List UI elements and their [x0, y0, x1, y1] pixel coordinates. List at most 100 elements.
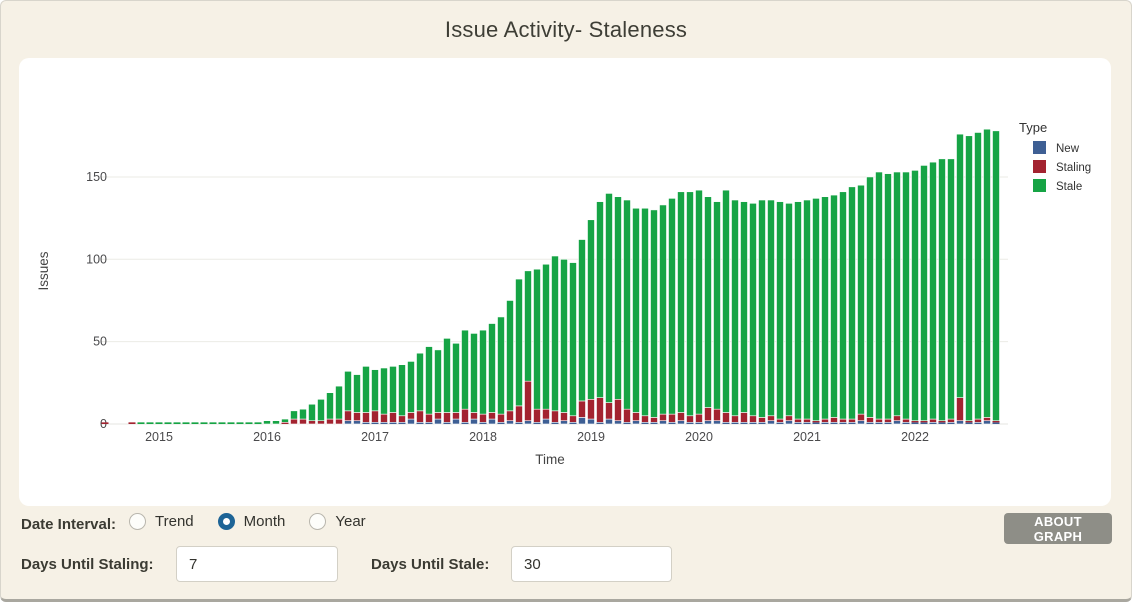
- bar-segment-staling: [686, 415, 694, 423]
- bar-segment-new: [569, 422, 577, 424]
- bar-segment-new: [650, 422, 658, 424]
- bar-segment-staling: [380, 413, 388, 423]
- legend-label: New: [1056, 143, 1080, 155]
- bar-segment-stale: [263, 420, 271, 425]
- bar-segment-staling: [839, 418, 847, 423]
- bar-segment-stale: [605, 193, 613, 403]
- bar-segment-new: [677, 420, 685, 425]
- bar-segment-stale: [632, 207, 640, 413]
- bar-segment-staling: [704, 407, 712, 422]
- radio-trend-circle[interactable]: [129, 513, 146, 530]
- bar-segment-new: [407, 418, 415, 425]
- bar-segment-staling: [488, 412, 496, 420]
- x-tick-label: 2017: [361, 430, 389, 444]
- about-graph-button[interactable]: ABOUT GRAPH: [1004, 513, 1112, 544]
- bar-segment-new: [461, 422, 469, 424]
- bar-segment-staling: [794, 418, 802, 423]
- bar-segment-staling: [992, 420, 1000, 423]
- bar-segment-new: [956, 420, 964, 425]
- bar-segment-staling: [974, 418, 982, 423]
- bar-segment-stale: [542, 263, 550, 410]
- radio-trend[interactable]: Trend: [129, 513, 194, 530]
- bars-group: [101, 128, 1000, 425]
- legend-swatch-stale: [1033, 179, 1046, 192]
- bar-segment-stale: [515, 278, 523, 407]
- bar-segment-new: [722, 422, 730, 424]
- bar-segment-new: [641, 422, 649, 424]
- bar-segment-stale: [758, 199, 766, 418]
- bar-segment-stale: [578, 239, 586, 402]
- bar-segment-stale: [344, 370, 352, 412]
- bar-segment-new: [920, 422, 928, 424]
- bar-segment-stale: [479, 329, 487, 415]
- bar-segment-stale: [983, 128, 991, 418]
- bar-segment-staling: [398, 415, 406, 423]
- bar-segment-staling: [956, 397, 964, 422]
- x-tick-label: 2019: [577, 430, 605, 444]
- bar-segment-staling: [371, 410, 379, 423]
- bar-segment-stale: [650, 209, 658, 418]
- legend-swatch-new: [1033, 141, 1046, 154]
- bar-segment-stale: [596, 201, 604, 398]
- days-until-staling-input[interactable]: [176, 546, 338, 582]
- bar-segment-stale: [353, 374, 361, 413]
- bar-segment-new: [830, 422, 838, 424]
- bar-segment-stale: [587, 219, 595, 400]
- radio-month[interactable]: Month: [217, 513, 285, 530]
- bar-segment-stale: [326, 392, 334, 420]
- bar-segment-new: [776, 422, 784, 424]
- bar-segment-new: [884, 422, 892, 424]
- bar-segment-staling: [443, 412, 451, 423]
- bar-segment-new: [749, 422, 757, 424]
- bar-segment-stale: [425, 346, 433, 415]
- page-title: Issue Activity- Staleness: [444, 17, 688, 42]
- bar-segment-stale: [884, 173, 892, 420]
- bar-segment-new: [560, 420, 568, 425]
- bar-segment-stale: [947, 158, 955, 420]
- bar-segment-staling: [461, 408, 469, 423]
- bar-segment-staling: [947, 418, 955, 423]
- bar-segment-new: [866, 422, 874, 424]
- bar-segment-new: [821, 422, 829, 424]
- bar-segment-staling: [812, 420, 820, 423]
- bar-segment-new: [479, 422, 487, 424]
- bar-segment-new: [740, 422, 748, 424]
- bar-segment-new: [686, 422, 694, 424]
- radio-year-circle[interactable]: [309, 513, 327, 530]
- bar-segment-staling: [929, 418, 937, 423]
- radio-trend-label: Trend: [155, 513, 194, 530]
- radio-year[interactable]: Year: [309, 513, 366, 530]
- bar-segment-stale: [317, 398, 325, 422]
- bar-segment-staling: [524, 380, 532, 422]
- bar-segment-stale: [524, 270, 532, 382]
- bar-segment-stale: [974, 132, 982, 420]
- bar-segment-stale: [506, 300, 514, 412]
- bar-segment-stale: [785, 203, 793, 417]
- bar-segment-stale: [893, 171, 901, 417]
- bar-segment-staling: [326, 418, 334, 425]
- bar-segment-staling: [290, 418, 298, 425]
- bar-segment-stale: [407, 361, 415, 413]
- legend-label: Stale: [1056, 181, 1082, 193]
- radio-month-circle[interactable]: [217, 513, 235, 530]
- bar-segment-stale: [641, 207, 649, 417]
- bar-segment-stale: [443, 338, 451, 413]
- bar-segment-stale: [623, 199, 631, 410]
- bar-segment-staling: [893, 415, 901, 422]
- bar-segment-staling: [695, 413, 703, 423]
- bar-segment-stale: [155, 422, 163, 424]
- bar-segment-staling: [497, 413, 505, 423]
- days-until-staling-label: Days Until Staling:: [21, 556, 154, 573]
- bar-segment-new: [533, 422, 541, 424]
- bar-segment-stale: [182, 422, 190, 424]
- bar-segment-new: [578, 417, 586, 425]
- bar-segment-stale: [668, 198, 676, 415]
- bar-segment-new: [596, 422, 604, 424]
- x-tick-label: 2020: [685, 430, 713, 444]
- date-interval-radio-group: Trend Month Year: [129, 513, 366, 530]
- bar-segment-new: [983, 420, 991, 425]
- bar-segment-staling: [128, 422, 136, 424]
- days-until-stale-label: Days Until Stale:: [371, 556, 490, 573]
- bar-segment-stale: [965, 135, 973, 422]
- days-until-stale-input[interactable]: [511, 546, 672, 582]
